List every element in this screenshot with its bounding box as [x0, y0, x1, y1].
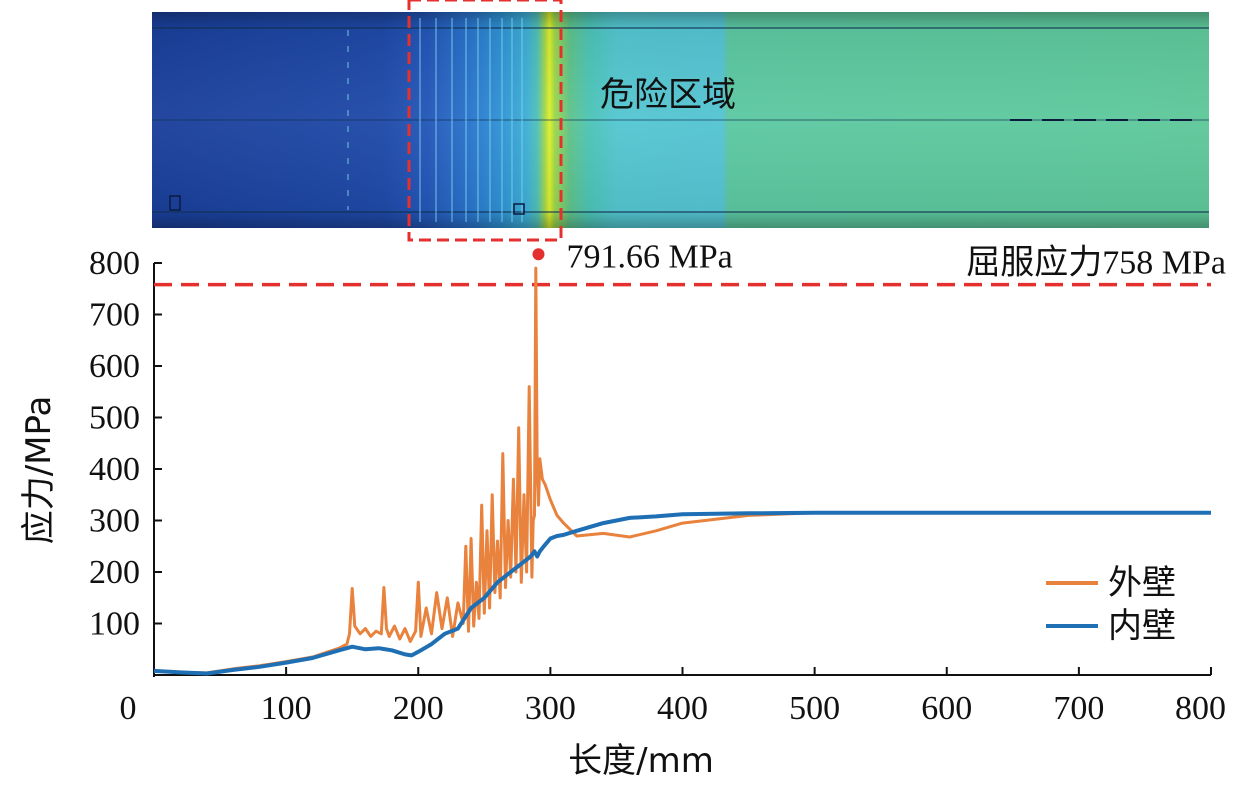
yield-stress-label: 屈服应力758 MPa [966, 244, 1226, 282]
x-tick-label: 300 [525, 690, 576, 727]
x-axis-title: 长度/mm [568, 741, 714, 781]
y-tick-label: 400 [89, 451, 140, 488]
series-line-outer-wall [153, 266, 1211, 675]
peak-value-label: 791.66 MPa [566, 238, 732, 275]
x-tick-label: 500 [789, 690, 840, 727]
y-ticks: 100 200 300 400 500 600 700 800 [89, 245, 162, 643]
stress-contour [152, 12, 1209, 228]
y-tick-label: 800 [89, 245, 140, 282]
legend-label-inner-wall: 内壁 [1108, 606, 1176, 646]
peak-marker [532, 248, 545, 261]
legend-label-outer-wall: 外壁 [1108, 563, 1176, 603]
x-tick-label: 400 [657, 690, 708, 727]
y-tick-label: 500 [89, 400, 140, 437]
x-tick-label: 800 [1175, 690, 1226, 727]
y-tick-label: 700 [89, 297, 140, 334]
x-tick-label: 0 [120, 690, 137, 727]
y-tick-label: 200 [89, 554, 140, 591]
y-tick-label: 100 [89, 606, 140, 643]
plot-axes [153, 263, 1211, 677]
series-line-inner-wall [153, 510, 1211, 676]
x-tick-label: 700 [1053, 690, 1104, 727]
danger-zone-box [407, 0, 563, 242]
x-tick-label: 600 [921, 690, 972, 727]
y-tick-label: 300 [89, 503, 140, 540]
x-tick-label: 200 [393, 690, 444, 727]
y-axis-title: 应力/MPa [19, 396, 59, 545]
danger-zone-label: 危险区域 [600, 75, 736, 115]
y-tick-label: 600 [89, 348, 140, 385]
legend: 外壁 内壁 [1046, 563, 1176, 646]
x-ticks: 0 100 200 300 400 500 600 700 800 [120, 667, 1226, 727]
x-tick-label: 100 [261, 690, 312, 727]
